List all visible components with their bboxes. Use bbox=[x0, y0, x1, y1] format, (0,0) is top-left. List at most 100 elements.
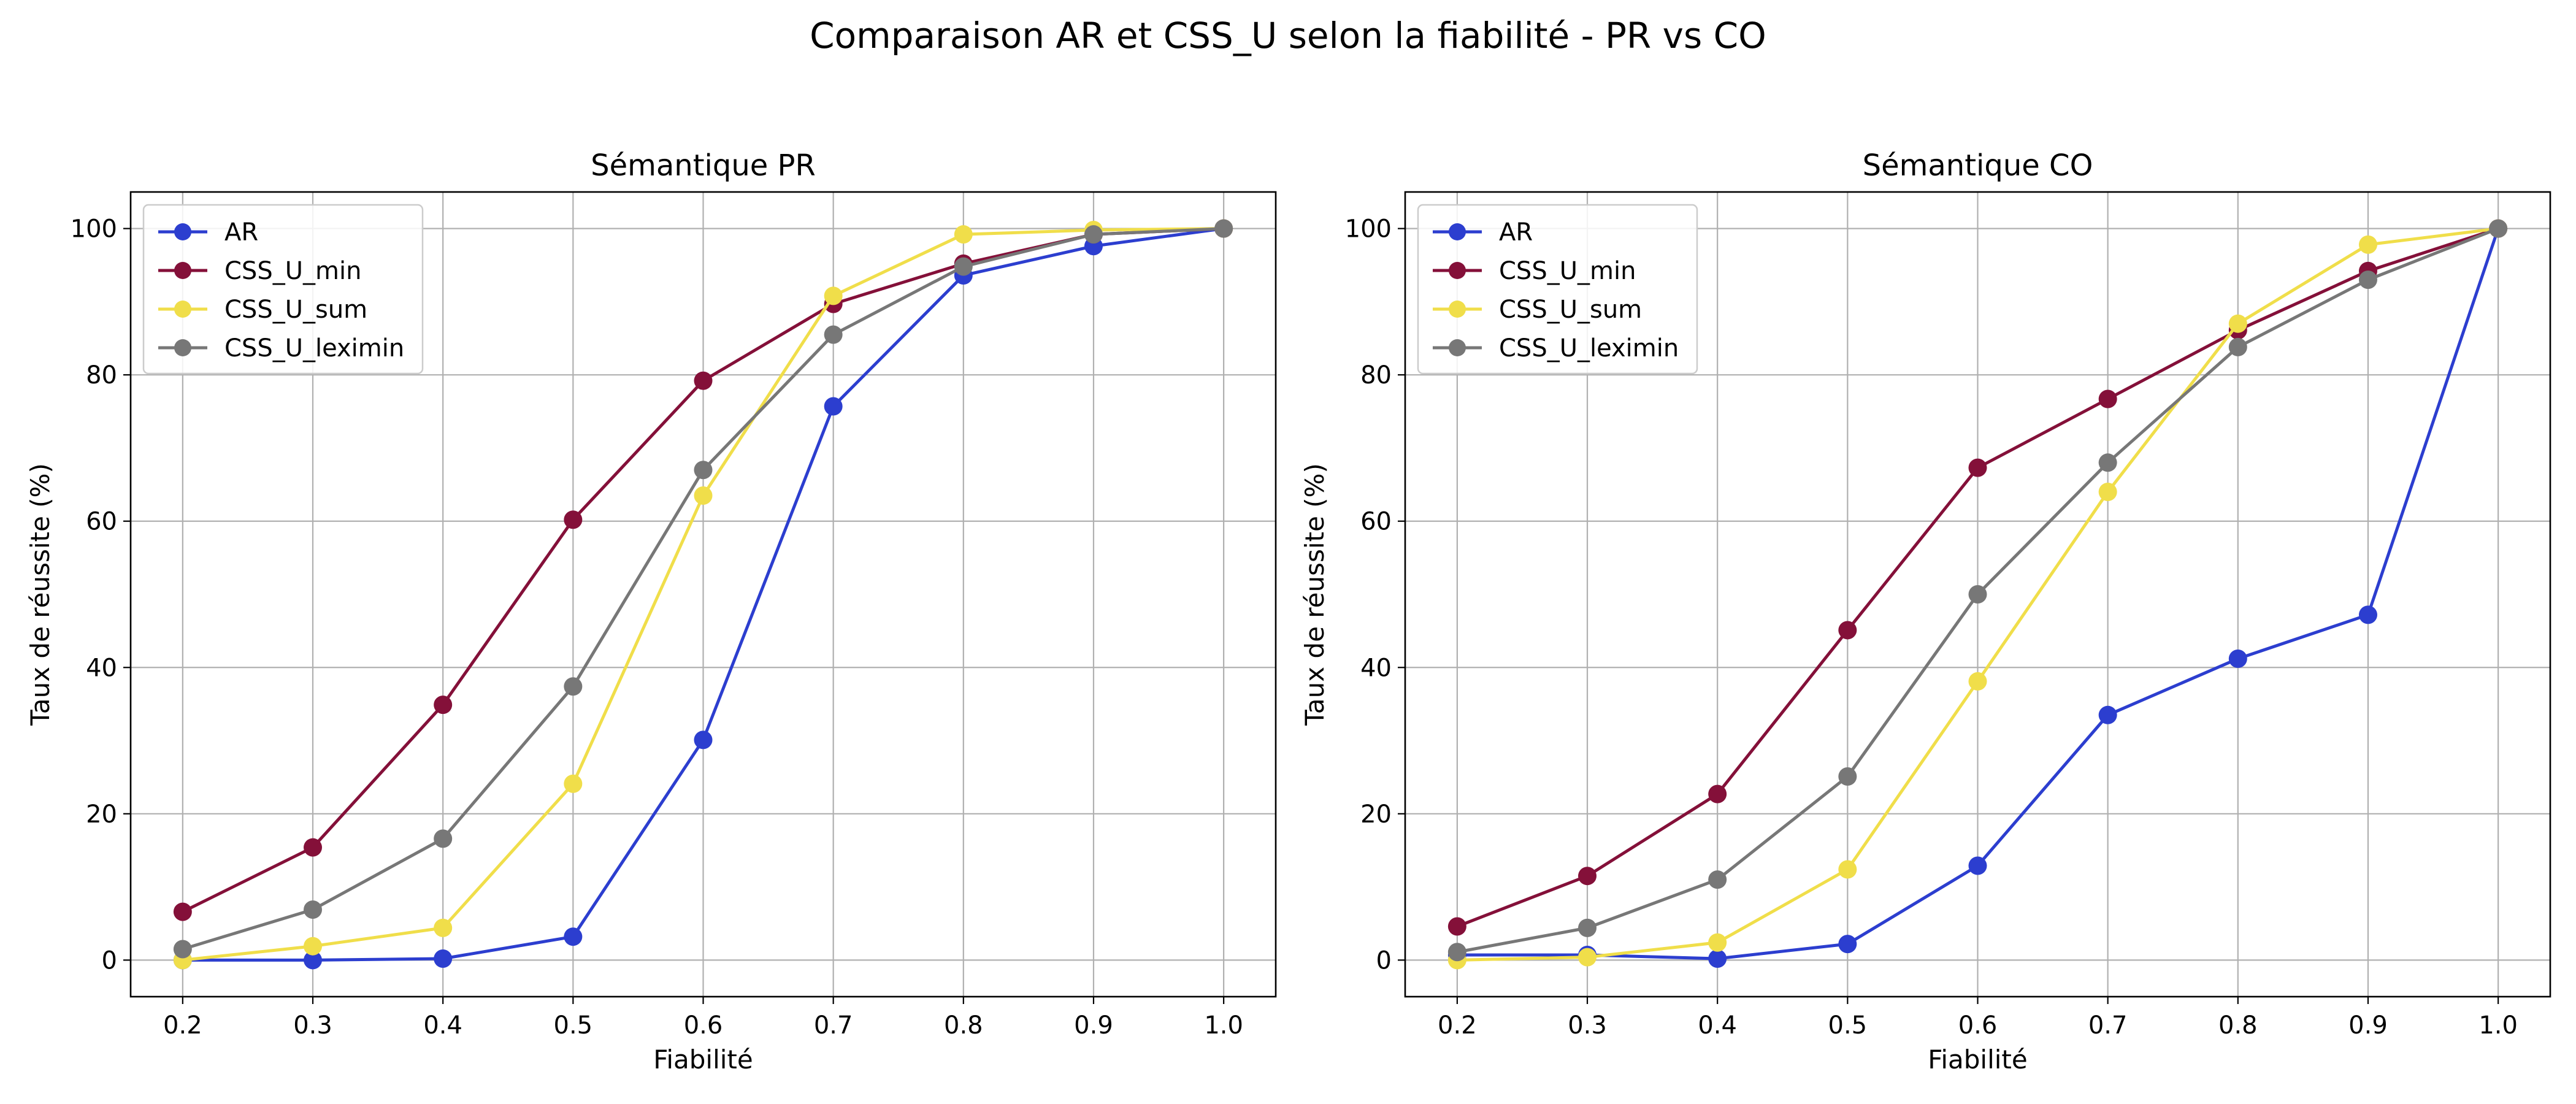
figure-title: Comparaison AR et CSS_U selon la fiabili… bbox=[810, 15, 1766, 56]
data-point bbox=[954, 225, 973, 244]
legend-marker bbox=[174, 301, 191, 318]
x-tick-label: 0.9 bbox=[1074, 1011, 1113, 1040]
data-point bbox=[694, 461, 713, 480]
y-axis-ticks: 0 20 40 60 80 100 bbox=[71, 215, 131, 975]
data-point bbox=[304, 951, 323, 970]
x-tick-label: 1.0 bbox=[2478, 1011, 2518, 1040]
legend-marker bbox=[1449, 301, 1466, 318]
data-point bbox=[1578, 867, 1597, 886]
data-point bbox=[694, 486, 713, 505]
legend-marker bbox=[174, 262, 191, 279]
data-point bbox=[694, 730, 713, 749]
subplot-title: Sémantique CO bbox=[1863, 148, 2093, 183]
data-point bbox=[1214, 219, 1233, 238]
y-tick-label: 100 bbox=[71, 215, 117, 243]
legend-label: CSS_U_sum bbox=[224, 296, 367, 324]
x-axis-ticks: 0.2 0.3 0.4 0.5 0.6 0.7 0.8 0.9 1.0 bbox=[1438, 997, 2518, 1040]
legend-label: CSS_U_leximin bbox=[224, 334, 404, 362]
data-point bbox=[304, 937, 323, 956]
y-tick-label: 20 bbox=[1360, 800, 1392, 829]
data-point bbox=[2098, 705, 2117, 724]
data-point bbox=[2228, 314, 2247, 333]
plot-frame bbox=[1404, 191, 2551, 998]
x-tick-label: 0.2 bbox=[163, 1011, 202, 1040]
y-tick-label: 80 bbox=[1360, 361, 1392, 389]
data-point bbox=[564, 677, 583, 696]
x-tick-label: 0.5 bbox=[554, 1011, 593, 1040]
x-tick-label: 0.9 bbox=[2348, 1011, 2388, 1040]
legend-box bbox=[1417, 204, 1698, 375]
x-tick-label: 0.7 bbox=[2088, 1011, 2128, 1040]
legend-marker bbox=[1449, 339, 1466, 356]
legend-marker bbox=[1449, 223, 1466, 240]
y-tick-label: 80 bbox=[86, 361, 117, 389]
data-point bbox=[434, 949, 453, 968]
data-point bbox=[173, 902, 192, 921]
data-point bbox=[434, 918, 453, 937]
y-axis-label: Taux de réussite (%) bbox=[25, 463, 55, 726]
data-point bbox=[1968, 585, 1987, 604]
data-point bbox=[2489, 219, 2508, 238]
data-point bbox=[824, 286, 843, 305]
data-point bbox=[2358, 270, 2377, 289]
y-tick-label: 40 bbox=[86, 654, 117, 682]
data-point bbox=[2098, 453, 2117, 472]
x-axis-ticks: 0.2 0.3 0.4 0.5 0.6 0.7 0.8 0.9 1.0 bbox=[163, 997, 1243, 1040]
y-tick-label: 40 bbox=[1360, 654, 1392, 682]
series-CSS_U_sum bbox=[1447, 219, 2508, 970]
x-tick-label: 0.4 bbox=[423, 1011, 462, 1040]
y-tick-label: 20 bbox=[86, 800, 117, 829]
x-tick-label: 0.5 bbox=[1828, 1011, 1868, 1040]
data-point bbox=[434, 696, 453, 715]
data-point bbox=[1578, 918, 1597, 937]
legend: AR CSS_U_min CSS_U_sum CSS_U_leximin bbox=[1417, 204, 1698, 375]
legend-label: AR bbox=[1499, 218, 1533, 247]
data-point bbox=[2098, 483, 2117, 502]
y-tick-label: 100 bbox=[1345, 215, 1392, 243]
x-tick-label: 0.7 bbox=[814, 1011, 853, 1040]
x-tick-label: 0.2 bbox=[1438, 1011, 1477, 1040]
legend-label: AR bbox=[224, 218, 258, 247]
data-point bbox=[1708, 870, 1727, 889]
data-point bbox=[434, 829, 453, 848]
x-axis-label: Fiabilité bbox=[1928, 1045, 2027, 1075]
x-tick-label: 0.3 bbox=[1568, 1011, 1607, 1040]
data-point bbox=[173, 940, 192, 959]
data-point bbox=[564, 927, 583, 946]
data-point bbox=[1838, 935, 1857, 954]
data-point bbox=[1968, 458, 1987, 477]
data-point bbox=[694, 371, 713, 390]
data-point bbox=[1578, 948, 1597, 967]
subplot-title: Sémantique PR bbox=[591, 148, 816, 183]
x-tick-label: 0.8 bbox=[2218, 1011, 2258, 1040]
data-point bbox=[1447, 917, 1466, 936]
data-point bbox=[1708, 784, 1727, 803]
y-axis-ticks: 0 20 40 60 80 100 bbox=[1345, 215, 1405, 975]
data-point bbox=[1708, 933, 1727, 952]
data-point bbox=[1838, 621, 1857, 640]
data-point bbox=[1968, 672, 1987, 691]
data-point bbox=[304, 838, 323, 857]
panel-semantique-pr: 0.2 0.3 0.4 0.5 0.6 0.7 0.8 0.9 1.0 0 20 40 60 80 100 S… bbox=[25, 148, 1277, 1075]
data-point bbox=[2358, 605, 2377, 624]
legend-box bbox=[142, 204, 424, 375]
x-tick-label: 0.4 bbox=[1698, 1011, 1737, 1040]
legend-label: CSS_U_min bbox=[224, 257, 361, 285]
data-point bbox=[1084, 225, 1103, 244]
data-point bbox=[1838, 860, 1857, 879]
data-point bbox=[1708, 949, 1727, 968]
series-CSS_U_leximin bbox=[1447, 219, 2508, 962]
x-tick-label: 0.6 bbox=[1958, 1011, 1998, 1040]
y-tick-label: 60 bbox=[1360, 508, 1392, 536]
x-tick-label: 1.0 bbox=[1204, 1011, 1243, 1040]
data-point bbox=[1447, 943, 1466, 962]
y-tick-label: 0 bbox=[102, 946, 117, 975]
data-point bbox=[564, 774, 583, 793]
plot-frame bbox=[129, 191, 1277, 998]
data-point bbox=[564, 510, 583, 529]
y-axis-label: Taux de réussite (%) bbox=[1300, 463, 1330, 726]
data-point bbox=[304, 900, 323, 919]
x-tick-label: 0.8 bbox=[944, 1011, 983, 1040]
panel-semantique-co: 0.2 0.3 0.4 0.5 0.6 0.7 0.8 0.9 1.0 0 20 40 60 80 100 S… bbox=[1300, 148, 2551, 1075]
